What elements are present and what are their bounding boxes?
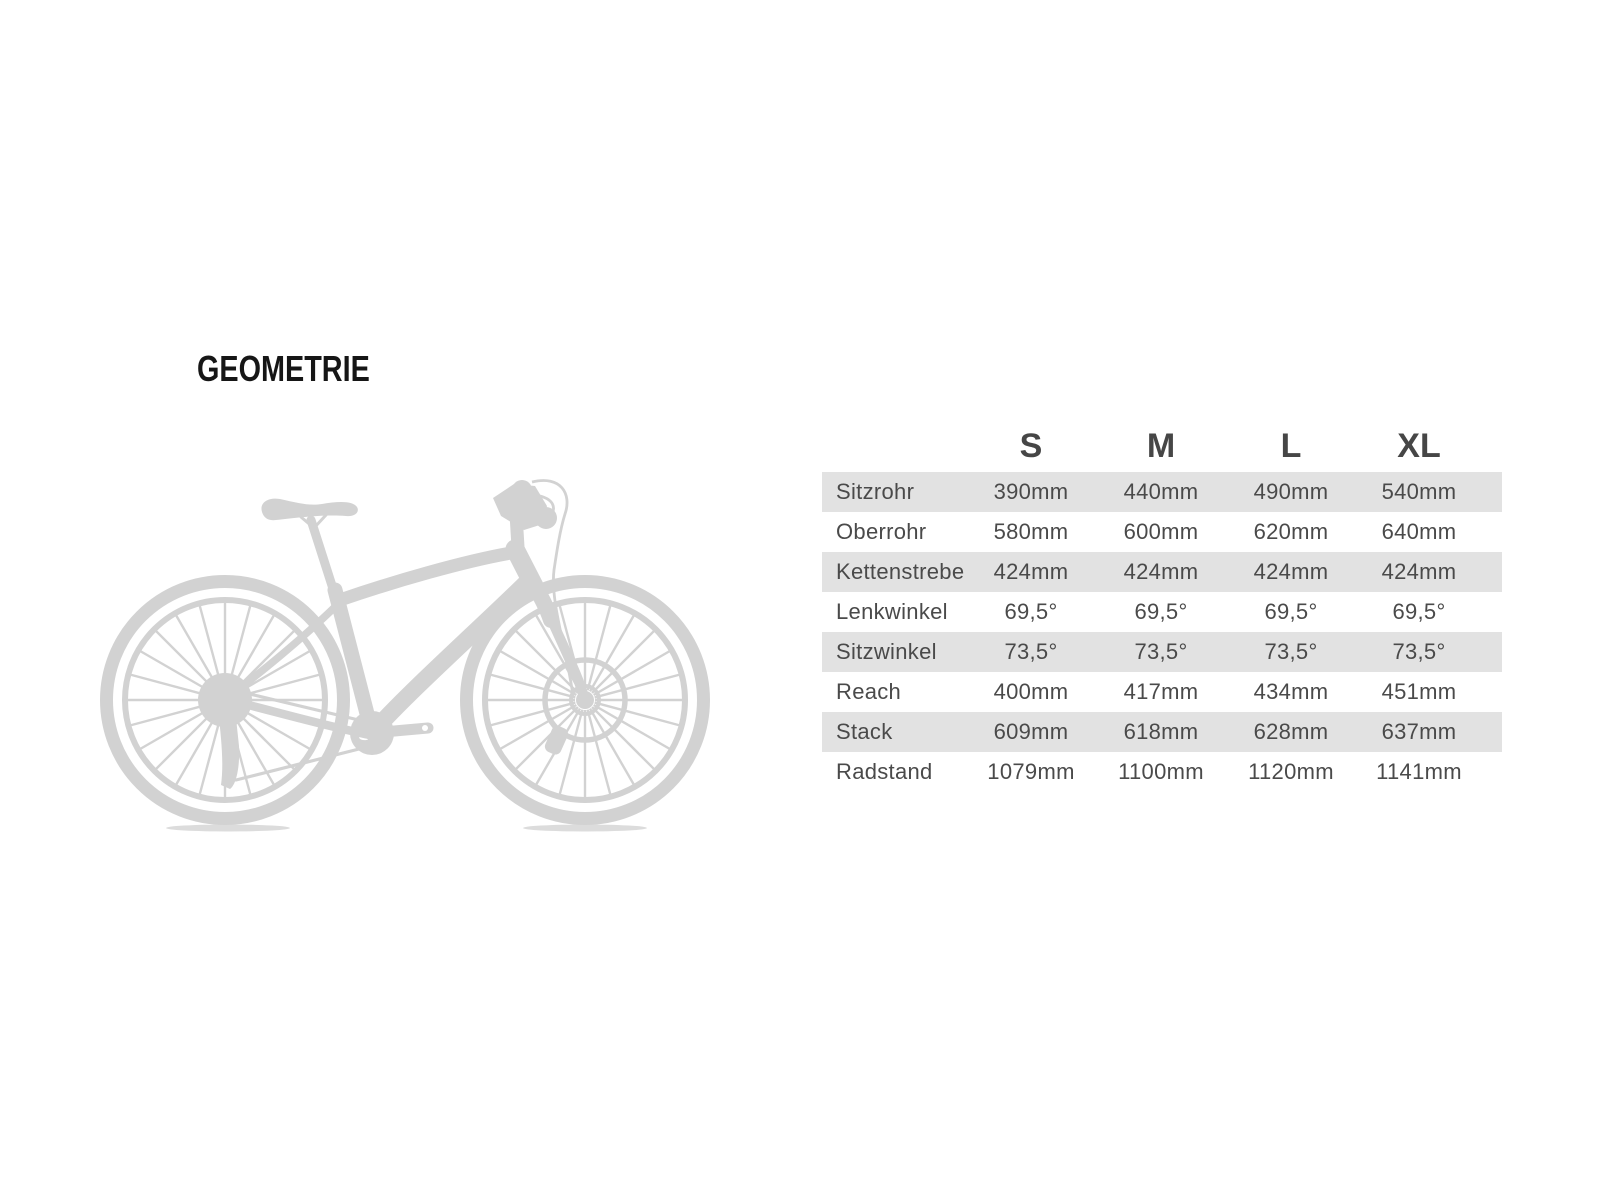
value-cell: 628mm [1253, 719, 1329, 744]
shift-cable-1 [534, 493, 555, 523]
shift-cable-2 [531, 499, 549, 528]
ground-shadows [166, 824, 647, 832]
table-row-sitzrohr: Sitzrohr 390mm 440mm 490mm 540mm [822, 472, 1502, 512]
bike-silhouette-image [95, 450, 715, 850]
size-header-row: S M L XL [822, 419, 1502, 472]
fork-leg [544, 609, 589, 703]
row-label: Sitzwinkel [836, 639, 937, 664]
row-label: Oberrohr [836, 519, 927, 544]
value-cell: 1120mm [1248, 759, 1334, 784]
table-row-stack: Stack 609mm 618mm 628mm 637mm [822, 712, 1502, 752]
value-cell: 69,5° [1004, 599, 1058, 624]
brake-cable-loop [531, 479, 575, 697]
handlebar-assembly [493, 479, 575, 697]
frame [223, 507, 589, 741]
pedal-axle-hole [422, 725, 428, 731]
value-cell: 640mm [1381, 519, 1457, 544]
size-header-l: L [1280, 426, 1302, 465]
value-cell: 440mm [1123, 479, 1199, 504]
value-cell: 424mm [1381, 559, 1457, 584]
value-cell: 1079mm [987, 759, 1075, 784]
value-cell: 490mm [1253, 479, 1329, 504]
saddle-rails [299, 513, 328, 530]
value-cell: 417mm [1123, 679, 1199, 704]
value-cell: 73,5° [1392, 639, 1446, 664]
rear-derailleur [219, 718, 240, 789]
value-cell: 540mm [1381, 479, 1457, 504]
table-row-reach: Reach 400mm 417mm 434mm 451mm [822, 672, 1502, 712]
chain-stays [223, 695, 375, 740]
value-cell: 390mm [993, 479, 1069, 504]
table-row-radstand: Radstand 1079mm 1100mm 1120mm 1141mm [822, 752, 1502, 792]
bike-silhouette-svg [100, 479, 710, 832]
value-cell: 580mm [993, 519, 1069, 544]
size-header-s: S [1019, 426, 1043, 465]
value-cell: 1141mm [1376, 759, 1462, 784]
saddle-assembly [261, 498, 358, 600]
value-cell: 69,5° [1134, 599, 1188, 624]
value-cell: 424mm [1123, 559, 1199, 584]
value-cell: 1100mm [1118, 759, 1204, 784]
value-cell: 434mm [1253, 679, 1329, 704]
row-label: Radstand [836, 759, 933, 784]
value-cell: 73,5° [1004, 639, 1058, 664]
front-wheel [460, 575, 710, 825]
stem-and-bar [493, 484, 547, 530]
front-brake-caliper [544, 725, 568, 755]
brake-lever-body [512, 480, 532, 500]
seatpost [306, 515, 340, 600]
value-cell: 637mm [1381, 719, 1457, 744]
table-row-lenkwinkel: Lenkwinkel 69,5° 69,5° 69,5° 69,5° [822, 592, 1502, 632]
value-cell: 620mm [1253, 519, 1329, 544]
value-cell: 69,5° [1392, 599, 1446, 624]
value-cell: 609mm [993, 719, 1069, 744]
page-title: GEOMETRIE [197, 348, 370, 389]
value-cell: 69,5° [1264, 599, 1318, 624]
value-cell: 424mm [993, 559, 1069, 584]
size-header-xl: XL [1397, 426, 1441, 465]
size-header-m: M [1146, 426, 1176, 465]
row-label: Lenkwinkel [836, 599, 948, 624]
table-row-kettenstrebe: Kettenstrebe 424mm 424mm 424mm 424mm [822, 552, 1502, 592]
header-spacer [822, 419, 966, 472]
chain-bottom [234, 746, 365, 782]
geometry-table: S M L XL Sitzrohr 390mm 440mm 490mm 540m… [822, 419, 1502, 792]
row-label: Reach [836, 679, 902, 704]
seat-stays [225, 601, 341, 700]
value-cell: 400mm [993, 679, 1069, 704]
row-label: Stack [836, 719, 893, 744]
top-tube [333, 546, 518, 607]
table-row-sitzwinkel: Sitzwinkel 73,5° 73,5° 73,5° 73,5° [822, 632, 1502, 672]
value-cell: 618mm [1123, 719, 1199, 744]
seat-tube [327, 582, 380, 741]
saddle [261, 498, 358, 521]
value-cell: 73,5° [1264, 639, 1318, 664]
value-cell: 451mm [1381, 679, 1457, 704]
value-cell: 600mm [1123, 519, 1199, 544]
down-tube [365, 571, 538, 740]
row-label: Kettenstrebe [836, 559, 965, 584]
value-cell: 424mm [1253, 559, 1329, 584]
table-row-oberrohr: Oberrohr 580mm 600mm 620mm 640mm [822, 512, 1502, 552]
row-label: Sitzrohr [836, 479, 915, 504]
chain-top [231, 688, 369, 724]
value-cell: 73,5° [1134, 639, 1188, 664]
